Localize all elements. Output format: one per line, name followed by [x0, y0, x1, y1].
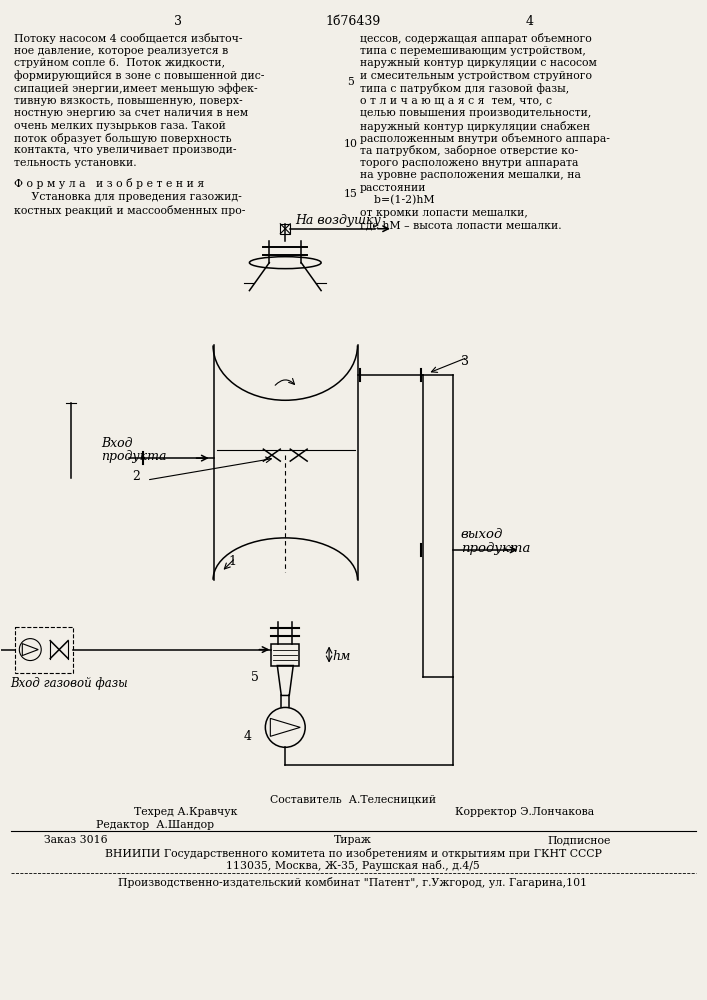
Text: формирующийся в зоне с повышенной дис-: формирующийся в зоне с повышенной дис-	[14, 71, 264, 81]
Text: поток образует большую поверхность: поток образует большую поверхность	[14, 133, 232, 144]
Text: Техред А.Кравчук: Техред А.Кравчук	[134, 807, 238, 817]
Text: Потоку насосом 4 сообщается избыточ-: Потоку насосом 4 сообщается избыточ-	[14, 33, 243, 44]
Text: 3: 3	[460, 355, 469, 368]
Text: продукта: продукта	[101, 450, 166, 463]
Text: Заказ 3016: Заказ 3016	[45, 835, 108, 845]
Text: тельность установки.: тельность установки.	[14, 158, 137, 168]
Text: ВНИИПИ Государственного комитета по изобретениям и открытиям при ГКНТ СССР: ВНИИПИ Государственного комитета по изоб…	[105, 848, 602, 859]
Text: b=(1-2)hМ: b=(1-2)hМ	[360, 195, 435, 206]
Text: На воздушку: На воздушку	[296, 214, 381, 227]
Text: та патрубком, заборное отверстие ко-: та патрубком, заборное отверстие ко-	[360, 145, 578, 156]
Text: ностную энергию за счет наличия в нем: ностную энергию за счет наличия в нем	[14, 108, 248, 118]
Text: сипацией энергии,имеет меньшую эффек-: сипацией энергии,имеет меньшую эффек-	[14, 83, 258, 94]
Text: торого расположено внутри аппарата: торого расположено внутри аппарата	[360, 158, 578, 168]
Text: 1б76439: 1б76439	[325, 15, 380, 28]
Text: продукта: продукта	[460, 542, 530, 555]
Text: где hМ – высота лопасти мешалки.: где hМ – высота лопасти мешалки.	[360, 220, 561, 230]
Text: Ф о р м у л а   и з о б р е т е н и я: Ф о р м у л а и з о б р е т е н и я	[14, 178, 204, 189]
Text: 1: 1	[228, 555, 237, 568]
Text: цессов, содержащая аппарат объемного: цессов, содержащая аппарат объемного	[360, 33, 592, 44]
Text: выход: выход	[460, 528, 503, 541]
Text: 15: 15	[344, 189, 358, 199]
Text: 4: 4	[525, 15, 533, 28]
Text: Редактор  А.Шандор: Редактор А.Шандор	[96, 820, 214, 830]
Text: типа с патрубком для газовой фазы,: типа с патрубком для газовой фазы,	[360, 83, 569, 94]
Text: Корректор Э.Лончакова: Корректор Э.Лончакова	[455, 807, 594, 817]
Text: тивную вязкость, повышенную, поверх-: тивную вязкость, повышенную, поверх-	[14, 96, 243, 106]
Text: костных реакций и массообменных про-: костных реакций и массообменных про-	[14, 205, 246, 216]
Text: Установка для проведения газожид-: Установка для проведения газожид-	[14, 192, 242, 202]
Text: Подписное: Подписное	[547, 835, 611, 845]
Text: 5: 5	[252, 671, 259, 684]
Text: 113035, Москва, Ж-35, Раушская наб., д.4/5: 113035, Москва, Ж-35, Раушская наб., д.4…	[226, 860, 480, 871]
Text: наружный контур циркуляции с насосом: наружный контур циркуляции с насосом	[360, 58, 597, 68]
Text: струйном сопле 6.  Поток жидкости,: струйном сопле 6. Поток жидкости,	[14, 58, 226, 68]
Text: Вход газовой фазы: Вход газовой фазы	[11, 677, 128, 690]
Text: целью повышения производительности,: целью повышения производительности,	[360, 108, 591, 118]
Text: от кромки лопасти мешалки,: от кромки лопасти мешалки,	[360, 208, 528, 218]
Text: ное давление, которое реализуется в: ное давление, которое реализуется в	[14, 46, 228, 56]
Text: контакта, что увеличивает производи-: контакта, что увеличивает производи-	[14, 145, 237, 155]
Text: типа с перемешивающим устройством,: типа с перемешивающим устройством,	[360, 46, 586, 56]
Text: расположенным внутри объемного аппара-: расположенным внутри объемного аппара-	[360, 133, 610, 144]
Text: 2: 2	[132, 470, 140, 483]
Bar	[16, 627, 73, 673]
Text: 5: 5	[348, 77, 354, 87]
Text: 10: 10	[344, 139, 358, 149]
Text: о т л и ч а ю щ а я с я  тем, что, с: о т л и ч а ю щ а я с я тем, что, с	[360, 96, 552, 106]
Bar	[271, 644, 299, 666]
Text: 4: 4	[243, 730, 252, 743]
Text: hм: hм	[332, 650, 351, 663]
Text: Производственно-издательский комбинат "Патент", г.Ужгород, ул. Гагарина,101: Производственно-издательский комбинат "П…	[119, 877, 588, 888]
Text: наружный контур циркуляции снабжен: наружный контур циркуляции снабжен	[360, 121, 590, 132]
Text: на уровне расположения мешалки, на: на уровне расположения мешалки, на	[360, 170, 581, 180]
Bar	[280, 224, 291, 234]
Text: очень мелких пузырьков газа. Такой: очень мелких пузырьков газа. Такой	[14, 121, 226, 131]
Text: Вход: Вход	[101, 437, 132, 450]
Text: Тираж: Тираж	[334, 835, 372, 845]
Text: расстоянии: расстоянии	[360, 183, 426, 193]
Text: Составитель  А.Телесницкий: Составитель А.Телесницкий	[270, 794, 436, 804]
Text: 3: 3	[174, 15, 182, 28]
Text: и смесительным устройством струйного: и смесительным устройством струйного	[360, 71, 592, 81]
